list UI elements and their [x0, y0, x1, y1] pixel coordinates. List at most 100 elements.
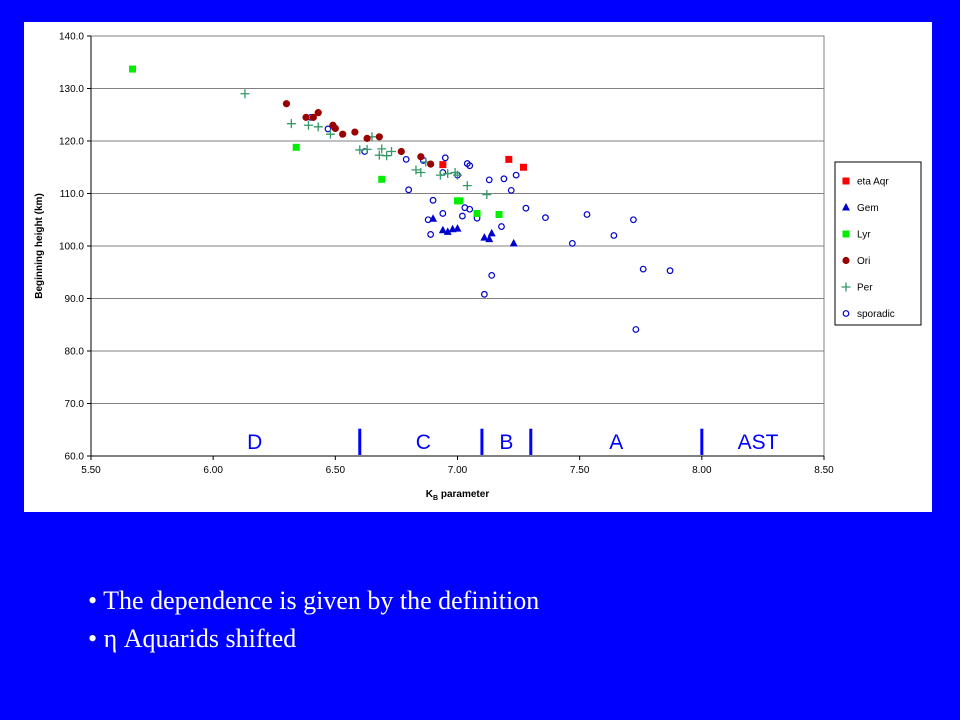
x-tick-label: 6.50 — [326, 465, 346, 476]
point-sporadic — [402, 155, 410, 163]
bullet-text: η Aquarids shifted — [103, 624, 297, 653]
x-tick-label: 6.00 — [203, 465, 223, 476]
point-gem — [438, 225, 447, 234]
x-tick-label: 8.00 — [692, 465, 712, 476]
legend-box — [834, 161, 922, 326]
point-per — [482, 190, 492, 200]
region-label-b: B — [499, 431, 513, 454]
y-tick-label: 60.0 — [65, 452, 85, 463]
point-sporadic — [480, 290, 488, 298]
point-per — [240, 89, 250, 99]
point-sporadic — [485, 176, 493, 184]
legend-marker-ori — [842, 256, 850, 265]
y-tick-label: 70.0 — [65, 399, 85, 410]
x-axis-title: KB parameter — [426, 489, 490, 502]
point-ori — [427, 160, 435, 168]
x-tick-label: 5.50 — [81, 465, 101, 476]
point-eta-aqr — [505, 155, 513, 163]
point-gem — [487, 228, 496, 237]
point-sporadic — [666, 267, 674, 275]
region-label-c: C — [416, 431, 431, 454]
point-sporadic — [466, 162, 474, 170]
point-sporadic — [458, 212, 466, 220]
legend-marker-per — [841, 282, 851, 292]
point-per — [453, 170, 462, 180]
point-sporadic — [466, 205, 474, 213]
point-sporadic — [324, 125, 332, 133]
scatter-chart: 60.0 70.0 80.0 90.0 100.0 110.0 120.0 130.0 140.… — [34, 32, 922, 502]
point-eta-aqr — [519, 163, 527, 171]
point-per — [325, 129, 335, 139]
point-ori — [302, 113, 310, 121]
y-tick-label: 120.0 — [59, 137, 84, 148]
point-sporadic — [632, 326, 640, 333]
legend-marker-gem — [842, 203, 850, 211]
point-lyr — [129, 65, 137, 73]
legend-label-eta-aqr: eta Aqr — [857, 177, 889, 188]
point-sporadic — [439, 210, 447, 217]
point-per — [313, 122, 323, 132]
point-sporadic — [522, 204, 530, 212]
point-ori — [351, 128, 359, 136]
point-per — [462, 181, 472, 191]
legend-marker-sporadic — [842, 310, 850, 317]
point-ori — [397, 147, 405, 156]
point-gem — [485, 234, 494, 243]
y-tick-label: 140.0 — [59, 32, 84, 43]
point-lyr — [495, 211, 503, 218]
point-sporadic — [498, 223, 505, 230]
point-sporadic — [610, 232, 618, 239]
point-sporadic — [441, 154, 449, 162]
region-label-a: A — [609, 431, 623, 454]
point-gem — [509, 238, 518, 247]
y-tick-label: 110.0 — [60, 189, 85, 200]
point-per — [435, 170, 445, 180]
point-lyr — [378, 175, 386, 183]
legend-marker-lyr — [842, 230, 850, 238]
legend-label-gem: Gem — [857, 203, 879, 214]
point-per — [303, 120, 313, 130]
point-ori — [375, 133, 383, 141]
point-per — [377, 144, 387, 154]
point-sporadic — [512, 171, 520, 179]
point-ori — [363, 134, 371, 142]
point-sporadic — [500, 175, 508, 183]
y-tick-label: 100.0 — [59, 242, 84, 253]
point-ori — [282, 100, 291, 108]
bullet-text: The dependence is given by the definitio… — [103, 586, 540, 615]
legend-label-per: Per — [857, 283, 873, 294]
point-sporadic — [405, 186, 413, 194]
point-sporadic — [507, 186, 515, 194]
bullet-marker: • — [88, 624, 98, 653]
point-per — [362, 144, 372, 154]
legend-label-lyr: Lyr — [857, 230, 871, 241]
point-ori — [331, 124, 339, 132]
point-lyr — [456, 197, 464, 205]
point-sporadic — [488, 271, 496, 279]
point-sporadic — [429, 196, 437, 204]
bullet-list: • The dependence is given by the definit… — [88, 582, 539, 658]
point-gem — [443, 227, 452, 235]
point-sporadic — [542, 214, 549, 222]
point-gem — [480, 233, 489, 241]
y-axis-title: Beginning height (km) — [34, 193, 45, 299]
point-lyr — [292, 143, 300, 151]
point-ori — [339, 130, 347, 138]
legend-label-ori: Ori — [857, 256, 870, 267]
point-ori — [314, 109, 322, 117]
x-tick-label: 7.50 — [570, 465, 590, 476]
x-tick-label: 8.50 — [814, 465, 834, 476]
point-ori — [309, 113, 317, 121]
point-per — [443, 169, 453, 179]
bullet-item-eta-aquarids: • η Aquarids shifted — [88, 620, 539, 658]
bullet-item-definition: • The dependence is given by the definit… — [88, 582, 539, 620]
legend-label-sporadic: sporadic — [857, 309, 895, 320]
point-eta-aqr — [439, 161, 447, 169]
point-sporadic — [427, 231, 435, 238]
y-tick-label: 130.0 — [59, 84, 84, 95]
point-per — [416, 168, 426, 177]
point-gem — [453, 224, 462, 232]
x-tick-label: 7.00 — [448, 465, 468, 476]
point-lyr — [473, 209, 481, 217]
region-label-d: D — [247, 431, 262, 454]
